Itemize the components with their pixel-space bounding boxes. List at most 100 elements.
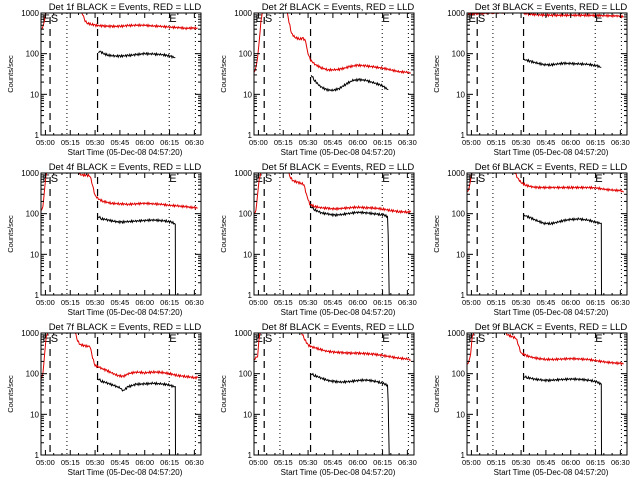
x-tick-label: 05:00: [36, 458, 55, 467]
y-tick-label: 1000: [234, 169, 252, 178]
marker-label-s: S: [265, 173, 272, 185]
y-axis-label: Counts/sec: [219, 215, 228, 253]
marker-label-e: E: [382, 333, 389, 345]
series-events: [310, 372, 390, 455]
chart-title: Det 1f BLACK = Events, RED = LLD: [49, 2, 202, 13]
x-tick-label: 05:45: [324, 298, 343, 307]
x-tick-label: 05:45: [324, 458, 343, 467]
x-tick-label: 05:00: [36, 298, 55, 307]
series-events: [523, 375, 602, 455]
series-events: [523, 58, 602, 69]
series-events: [310, 206, 390, 295]
x-tick-label: 06:30: [398, 458, 417, 467]
y-axis-label: Counts/sec: [6, 55, 15, 93]
y-tick-label: 1: [248, 451, 253, 460]
x-tick-label: 05:30: [512, 138, 531, 147]
x-axis-label: Start Time (05-Dec-08 04:57:20): [281, 468, 396, 477]
series-lld: [254, 333, 412, 362]
y-tick-label: 100: [452, 370, 466, 379]
marker-label-e: E: [595, 333, 602, 345]
series-lld: [41, 13, 198, 31]
y-tick-label: 1: [35, 131, 40, 140]
chart-title: Det 8f BLACK = Events, RED = LLD: [262, 322, 415, 333]
x-tick-label: 06:15: [160, 138, 179, 147]
x-axis-label: Start Time (05-Dec-08 04:57:20): [68, 308, 183, 317]
y-tick-label: 1000: [447, 329, 465, 338]
x-tick-label: 06:00: [135, 458, 154, 467]
y-axis-label: Counts/sec: [6, 375, 15, 413]
x-tick-label: 05:30: [299, 298, 318, 307]
x-tick-label: 05:00: [462, 138, 481, 147]
y-tick-label: 100: [26, 210, 40, 219]
y-tick-label: 100: [239, 370, 253, 379]
x-tick-label: 06:30: [398, 298, 417, 307]
series-events: [97, 378, 176, 455]
marker-label-e: E: [42, 13, 49, 25]
marker-label-e: E: [595, 173, 602, 185]
y-tick-label: 1: [461, 451, 466, 460]
x-axis-label: Start Time (05-Dec-08 04:57:20): [494, 468, 609, 477]
x-tick-label: 05:30: [86, 458, 105, 467]
x-tick-label: 05:15: [487, 458, 506, 467]
chart-title: Det 3f BLACK = Events, RED = LLD: [475, 2, 628, 13]
x-tick-label: 06:30: [185, 458, 204, 467]
y-axis-label: Counts/sec: [432, 375, 441, 413]
series-lld: [467, 173, 624, 193]
series-events: [523, 214, 602, 295]
marker-label-e: E: [169, 13, 176, 25]
marker-label-s: S: [265, 13, 272, 25]
x-tick-label: 05:30: [512, 298, 531, 307]
y-tick-label: 10: [243, 90, 252, 99]
y-tick-label: 100: [452, 210, 466, 219]
series-events: [97, 215, 176, 295]
x-tick-label: 05:15: [274, 138, 293, 147]
x-tick-label: 05:15: [487, 138, 506, 147]
x-tick-label: 06:15: [160, 458, 179, 467]
chart-title: Det 2f BLACK = Events, RED = LLD: [262, 2, 415, 13]
y-tick-label: 100: [239, 50, 253, 59]
x-tick-label: 06:00: [135, 138, 154, 147]
x-tick-label: 06:15: [586, 298, 605, 307]
y-tick-label: 10: [456, 90, 465, 99]
plot-frame: [253, 172, 415, 296]
marker-label-s: S: [51, 333, 58, 345]
marker-label-e: E: [42, 173, 49, 185]
x-tick-label: 06:00: [135, 298, 154, 307]
x-tick-label: 05:00: [249, 458, 268, 467]
marker-label-e: E: [468, 173, 475, 185]
x-tick-label: 05:45: [537, 458, 556, 467]
y-tick-label: 100: [452, 50, 466, 59]
series-events: [98, 50, 176, 60]
x-tick-label: 06:15: [373, 138, 392, 147]
x-tick-label: 05:30: [86, 138, 105, 147]
marker-label-s: S: [478, 333, 485, 345]
x-tick-label: 06:30: [611, 138, 630, 147]
marker-label-s: S: [51, 173, 58, 185]
x-tick-label: 06:00: [348, 298, 367, 307]
x-tick-label: 05:30: [299, 138, 318, 147]
y-tick-label: 1: [461, 131, 466, 140]
y-tick-label: 10: [456, 410, 465, 419]
y-tick-label: 1: [248, 131, 253, 140]
y-axis-label: Counts/sec: [6, 215, 15, 253]
y-tick-label: 100: [26, 50, 40, 59]
x-axis-label: Start Time (05-Dec-08 04:57:20): [281, 308, 396, 317]
x-tick-label: 06:15: [586, 458, 605, 467]
marker-label-e: E: [595, 13, 602, 25]
x-tick-label: 05:45: [111, 298, 130, 307]
x-tick-label: 05:00: [36, 138, 55, 147]
plot-frame: [466, 172, 628, 296]
x-axis-label: Start Time (05-Dec-08 04:57:20): [494, 308, 609, 317]
x-tick-label: 06:15: [160, 298, 179, 307]
series-events: [310, 75, 389, 93]
x-tick-label: 05:00: [462, 458, 481, 467]
x-tick-label: 06:00: [348, 458, 367, 467]
y-tick-label: 10: [30, 250, 39, 259]
